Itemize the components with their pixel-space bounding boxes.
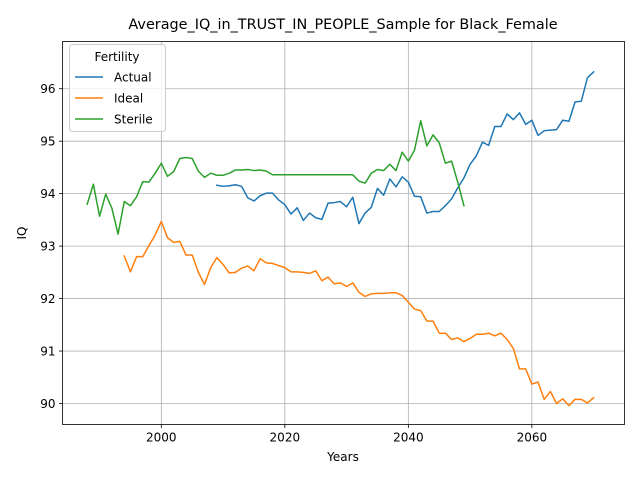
legend-label-actual: Actual — [114, 71, 152, 85]
legend-box — [69, 44, 166, 132]
legend-entries: Actual Ideal Sterile — [75, 71, 153, 127]
x-axis-label: Years — [326, 450, 359, 464]
y-tick-label: 95 — [40, 135, 55, 149]
x-tick-label: 2000 — [146, 431, 177, 445]
legend-label-ideal: Ideal — [114, 92, 143, 106]
series-line-ideal — [123, 220, 595, 407]
series-lines — [86, 70, 595, 407]
plot-frame — [62, 41, 625, 425]
chart-title: Average_IQ_in_TRUST_IN_PEOPLE_Sample for… — [128, 17, 557, 33]
legend: Fertility Actual Ideal Sterile — [69, 44, 166, 132]
y-tick-label: 94 — [40, 187, 55, 201]
x-tick-label: 2020 — [270, 431, 301, 445]
y-axis-ticks: 90 91 92 93 94 95 96 — [40, 82, 63, 411]
y-tick-label: 96 — [40, 82, 55, 96]
series-line-sterile — [86, 119, 465, 235]
y-tick-label: 93 — [40, 240, 55, 254]
x-tick-label: 2060 — [517, 431, 548, 445]
x-tick-label: 2040 — [393, 431, 424, 445]
y-tick-label: 92 — [40, 292, 55, 306]
legend-title: Fertility — [94, 50, 139, 64]
series-line-actual — [216, 70, 595, 225]
y-axis-label: IQ — [15, 227, 29, 240]
y-tick-label: 90 — [40, 397, 55, 411]
x-axis-ticks: 2000 2020 2040 2060 — [146, 424, 548, 445]
legend-label-sterile: Sterile — [114, 113, 153, 127]
y-tick-label: 91 — [40, 345, 55, 359]
